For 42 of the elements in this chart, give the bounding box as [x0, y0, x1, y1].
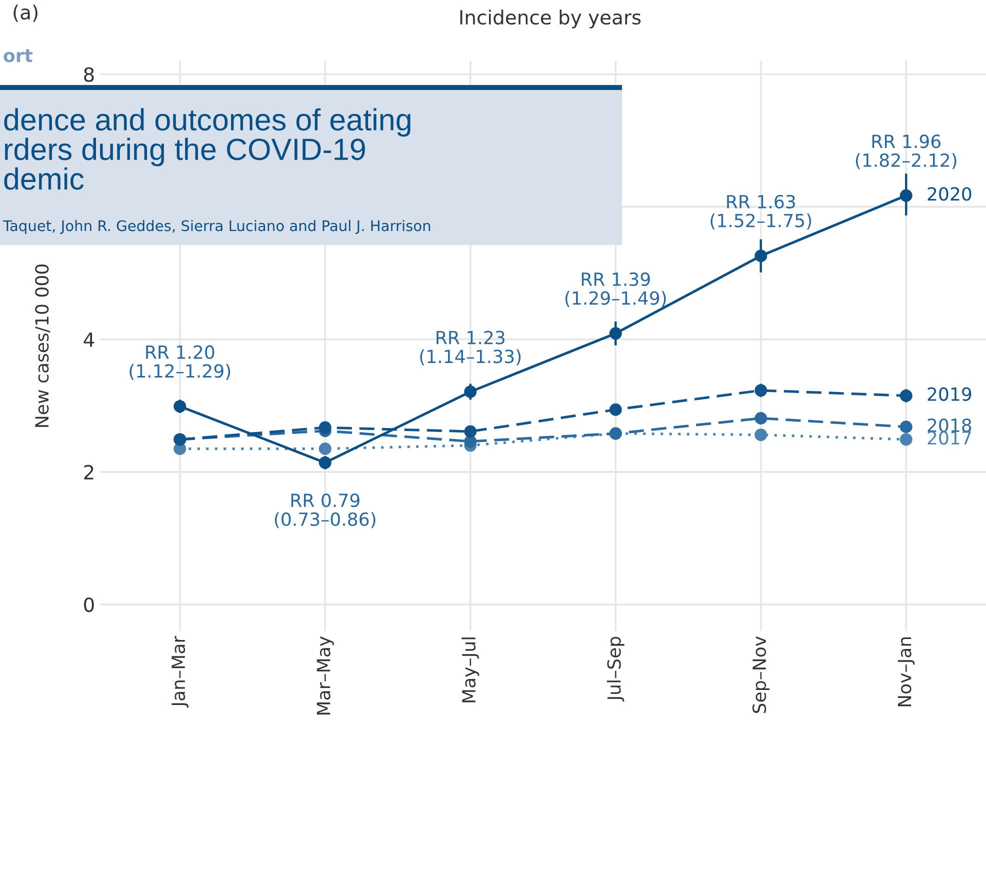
series-label: 2019 [928, 387, 972, 401]
annotation: RR 1.96 (1.82–2.12) [856, 134, 956, 170]
point [318, 421, 332, 434]
x-tick-label: Nov–Jan [898, 637, 915, 706]
point [464, 385, 477, 398]
annotation: dence and outcomes of eating rders during the COVID-19 demic [4, 108, 410, 190]
annotation: Taquet, John R. Geddes, Sierra Luciano and Paul J. Harrison [2, 220, 430, 234]
point [754, 428, 768, 442]
series-label: 2018 [928, 418, 972, 432]
point [318, 442, 332, 455]
point [754, 250, 768, 262]
y-tick-label: 8 [84, 67, 94, 82]
x-tick-label: Mar–May [316, 636, 334, 715]
point [754, 412, 768, 424]
series-label: 2017 [928, 431, 971, 445]
point [609, 403, 622, 416]
y-axis-title: New cases/10 000 [35, 264, 50, 427]
point [754, 384, 768, 397]
text: ort [4, 49, 32, 62]
x-tick-label: Jul–Sep [606, 636, 624, 702]
annotation: RR 1.39 (1.29–1.49) [565, 272, 666, 308]
point [318, 456, 332, 469]
y-tick-label: 4 [84, 332, 94, 347]
point [900, 189, 912, 202]
y-tick-label: 2 [84, 464, 94, 480]
point [609, 327, 622, 340]
point [174, 400, 186, 413]
annotation: RR 1.20 (1.12–1.29) [130, 345, 230, 380]
point [900, 433, 912, 446]
annotation: RR 1.23 (1.14–1.33) [420, 330, 521, 366]
x-tick-label: Sep–Nov [752, 636, 770, 713]
series-label: 2020 [928, 187, 972, 201]
annotation: RR 1.63 (1.52–1.75) [710, 194, 812, 230]
point [900, 420, 912, 434]
point [900, 389, 912, 402]
y-tick-label: 0 [84, 597, 94, 612]
x-tick-label: Jan–Mar [172, 636, 188, 708]
text: (a) [14, 4, 38, 22]
annotation: RR 0.79 (0.73–0.86) [274, 494, 376, 528]
chart-title: Incidence by years [460, 10, 641, 28]
point [464, 425, 477, 438]
x-tick-label: May–Jul [462, 638, 480, 702]
